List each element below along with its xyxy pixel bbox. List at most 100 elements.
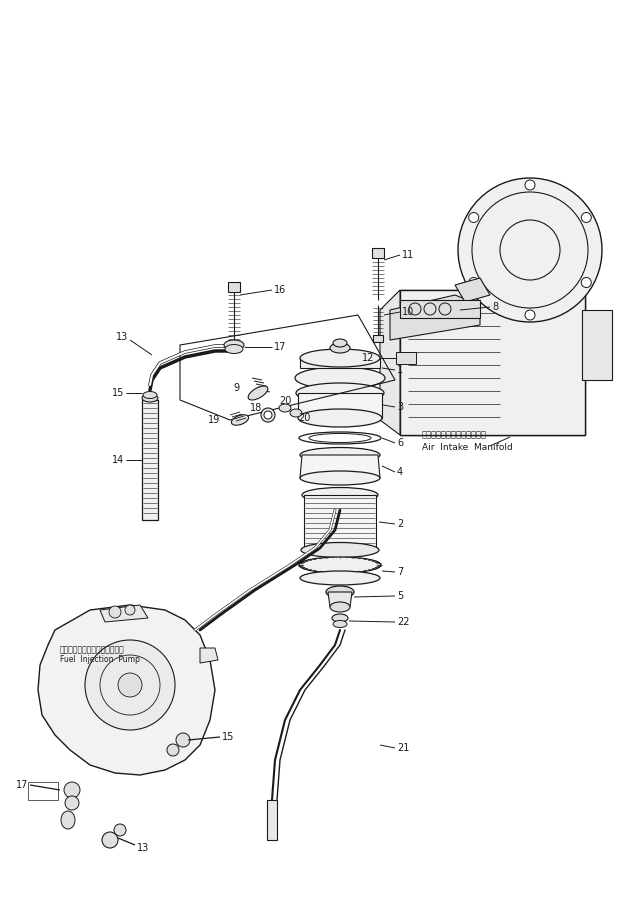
Circle shape (525, 180, 535, 190)
Ellipse shape (330, 602, 350, 612)
Polygon shape (38, 605, 215, 775)
Ellipse shape (332, 614, 348, 622)
Ellipse shape (330, 343, 350, 353)
Text: 15: 15 (112, 388, 124, 398)
Polygon shape (304, 495, 376, 550)
Circle shape (582, 212, 591, 222)
Circle shape (468, 278, 479, 288)
Text: 3: 3 (397, 402, 403, 412)
Text: 9: 9 (234, 383, 240, 393)
Circle shape (114, 824, 126, 836)
Ellipse shape (326, 586, 354, 598)
Circle shape (439, 303, 451, 315)
Ellipse shape (224, 340, 244, 350)
Bar (267, 800, 277, 840)
Ellipse shape (300, 448, 380, 462)
Text: 13: 13 (137, 843, 150, 853)
Bar (582, 310, 612, 380)
Circle shape (85, 640, 175, 730)
Ellipse shape (298, 409, 382, 427)
Text: 5: 5 (397, 591, 404, 601)
Polygon shape (100, 605, 148, 622)
Ellipse shape (300, 571, 380, 585)
Ellipse shape (333, 620, 347, 628)
Circle shape (64, 782, 80, 798)
Bar (142, 400, 158, 520)
Text: 17: 17 (274, 342, 286, 352)
Ellipse shape (300, 471, 380, 485)
Text: 21: 21 (397, 743, 409, 753)
Text: 8: 8 (492, 302, 498, 312)
Text: 20: 20 (298, 413, 310, 423)
Bar (228, 282, 240, 292)
Circle shape (458, 178, 602, 322)
Ellipse shape (290, 409, 302, 417)
Circle shape (65, 796, 79, 810)
Polygon shape (200, 648, 218, 663)
Circle shape (525, 310, 535, 320)
Polygon shape (455, 278, 490, 302)
Ellipse shape (261, 408, 275, 422)
Ellipse shape (143, 391, 157, 399)
Text: 7: 7 (397, 567, 404, 577)
Circle shape (468, 212, 479, 222)
Text: 14: 14 (112, 455, 124, 465)
Bar (400, 300, 480, 318)
Text: 13: 13 (116, 332, 128, 342)
Ellipse shape (299, 432, 381, 444)
Polygon shape (390, 295, 480, 340)
Circle shape (109, 606, 121, 618)
Bar (400, 290, 585, 435)
Text: 16: 16 (274, 285, 286, 295)
Circle shape (125, 605, 135, 615)
Circle shape (409, 303, 421, 315)
Ellipse shape (231, 414, 248, 425)
Ellipse shape (225, 345, 243, 354)
Text: Air  Intake  Manifold: Air Intake Manifold (422, 443, 513, 451)
Text: フェルインジェクションポンプ: フェルインジェクションポンプ (60, 645, 125, 654)
Polygon shape (300, 358, 380, 368)
Text: 6: 6 (397, 438, 403, 448)
Polygon shape (298, 393, 382, 418)
Circle shape (582, 278, 591, 288)
Text: 19: 19 (208, 415, 220, 425)
Bar (372, 248, 384, 258)
Bar (373, 335, 383, 342)
Polygon shape (380, 290, 400, 435)
Polygon shape (400, 290, 585, 435)
Ellipse shape (61, 811, 75, 829)
Ellipse shape (142, 394, 158, 402)
Text: 11: 11 (402, 250, 414, 260)
Polygon shape (300, 455, 380, 478)
Text: Fuel  Injection  Pump: Fuel Injection Pump (60, 655, 140, 664)
Text: 22: 22 (397, 617, 410, 627)
Bar (396, 352, 416, 364)
Text: 17: 17 (15, 780, 28, 790)
Text: 20: 20 (279, 396, 291, 406)
Text: 1: 1 (397, 365, 403, 375)
Circle shape (118, 673, 142, 697)
Ellipse shape (279, 404, 291, 412)
Text: 18: 18 (250, 403, 262, 413)
Polygon shape (328, 592, 352, 607)
Ellipse shape (264, 411, 272, 419)
Ellipse shape (301, 542, 379, 558)
Text: 12: 12 (362, 353, 374, 363)
Ellipse shape (333, 339, 347, 347)
Text: 2: 2 (397, 519, 404, 529)
Text: 10: 10 (402, 307, 414, 317)
Ellipse shape (299, 557, 381, 573)
Ellipse shape (302, 487, 378, 503)
Circle shape (176, 733, 190, 747)
Circle shape (424, 303, 436, 315)
Text: 15: 15 (222, 732, 234, 742)
Text: 4: 4 (397, 467, 403, 477)
Circle shape (102, 832, 118, 848)
Ellipse shape (309, 434, 371, 443)
Text: エアーインテークマニホルド: エアーインテークマニホルド (422, 430, 487, 439)
Ellipse shape (300, 349, 380, 367)
Ellipse shape (248, 386, 268, 400)
Ellipse shape (295, 367, 385, 389)
Circle shape (167, 744, 179, 756)
Ellipse shape (296, 383, 384, 403)
